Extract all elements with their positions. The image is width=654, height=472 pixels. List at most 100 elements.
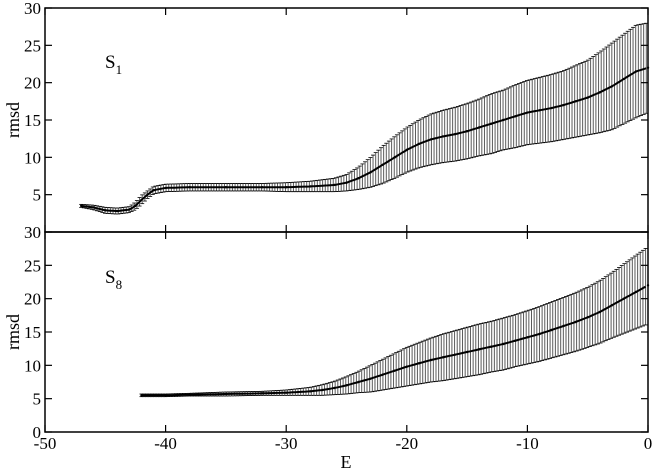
y-axis: 0 5 10 15 20 25 30: [24, 223, 648, 442]
panel-label-subscript: 1: [116, 62, 123, 77]
y-tick-label: 30: [24, 0, 41, 18]
y-tick-label: 25: [24, 256, 41, 275]
panel-label-main: S: [105, 52, 116, 73]
panel-top: 5 10 15 20 25 30 S1 rmsd: [3, 0, 650, 233]
data-point: [465, 130, 469, 133]
data-point: [260, 392, 264, 395]
data-point: [321, 388, 324, 392]
data-point: [285, 186, 288, 189]
x-tick-label: -40: [154, 434, 177, 453]
data-point: [526, 336, 529, 339]
panel-bottom: 0 5 10 15 20 25 30 -50 -40 -30 -20 -10 0 S8 rmsd E: [3, 223, 652, 472]
data-point: [574, 320, 577, 324]
data-point: [381, 163, 384, 166]
data-point: [586, 96, 589, 99]
data-point: [610, 85, 614, 88]
data-point: [550, 106, 553, 110]
data-point: [393, 156, 396, 159]
series-line-group: [79, 66, 650, 213]
data-point: [622, 77, 626, 81]
data-point: [417, 142, 421, 146]
data-point: [550, 328, 553, 332]
x-tick-label: -10: [516, 434, 539, 453]
data-point: [502, 118, 505, 122]
data-point: [622, 297, 626, 300]
data-point: [441, 135, 445, 138]
panel-label-subscript: 8: [116, 277, 123, 292]
data-point: [441, 356, 445, 359]
panel-label: S8: [105, 267, 122, 292]
data-point: [574, 100, 577, 103]
data-point: [369, 377, 372, 380]
data-point: [79, 204, 83, 208]
data-point: [309, 390, 312, 393]
y-tick-label: 15: [24, 323, 41, 342]
data-point: [152, 188, 155, 192]
data-point: [116, 209, 119, 213]
data-point: [634, 290, 638, 294]
data-point: [188, 393, 191, 396]
y-tick-label: 10: [24, 148, 41, 167]
y-axis: 5 10 15 20 25 30: [24, 0, 648, 205]
data-point: [610, 304, 614, 307]
data-point: [224, 392, 228, 396]
data-point: [490, 345, 493, 348]
x-tick-label: -30: [275, 434, 298, 453]
data-point: [514, 339, 517, 342]
data-point: [514, 115, 517, 118]
data-point: [538, 109, 541, 112]
data-point: [465, 350, 469, 354]
x-tick-label: -20: [395, 434, 418, 453]
x-axis: -50 -40 -30 -20 -10 0: [34, 232, 653, 453]
x-tick-label: 0: [644, 434, 653, 453]
data-point: [92, 206, 95, 209]
data-point: [128, 208, 131, 211]
error-bars: [79, 22, 649, 215]
data-point: [333, 386, 336, 390]
data-point: [502, 342, 505, 346]
data-point: [164, 186, 167, 190]
x-tick-label: -50: [34, 434, 57, 453]
data-point: [381, 373, 384, 376]
y-tick-label: 25: [24, 36, 41, 55]
data-point: [538, 332, 541, 336]
data-point: [562, 103, 565, 107]
x-axis-label: E: [341, 452, 352, 472]
x-axis-ticks: [44, 8, 649, 232]
plot-frame: [44, 7, 649, 233]
y-tick-label: 10: [24, 356, 41, 375]
series-line-group: [140, 284, 650, 397]
data-point: [345, 384, 348, 387]
data-point: [188, 186, 191, 189]
data-point: [490, 122, 493, 125]
data-point: [477, 348, 481, 351]
data-point: [405, 148, 408, 152]
panel-label-main: S: [105, 267, 116, 288]
data-point: [104, 209, 107, 212]
y-axis-label: rmsd: [3, 102, 23, 138]
data-point: [285, 391, 288, 394]
data-point: [309, 185, 312, 188]
data-point: [146, 193, 149, 196]
y-tick-label: 0: [33, 423, 42, 442]
data-point: [417, 362, 421, 365]
data-point: [634, 70, 638, 73]
data-point: [224, 186, 228, 189]
data-point: [562, 324, 565, 328]
data-point: [134, 204, 137, 208]
panel-label: S1: [105, 52, 122, 77]
y-tick-label: 5: [33, 186, 42, 205]
data-point: [140, 198, 143, 202]
data-point: [429, 138, 433, 141]
data-point: [598, 310, 601, 314]
data-point: [164, 394, 167, 397]
data-point: [357, 177, 360, 180]
y-tick-label: 20: [24, 290, 41, 309]
data-point: [345, 181, 348, 184]
data-point: [369, 171, 372, 174]
y-tick-label: 5: [33, 390, 42, 409]
data-point: [140, 394, 143, 397]
data-point: [260, 186, 264, 189]
data-point: [586, 316, 589, 319]
data-point: [405, 365, 408, 368]
